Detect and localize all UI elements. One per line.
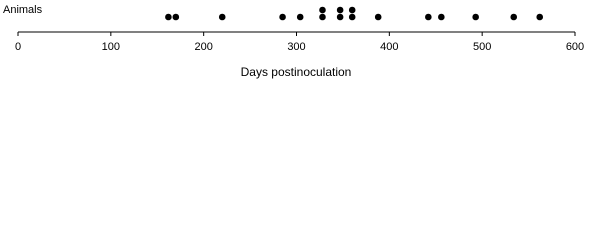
dot [218,13,226,21]
dot [319,13,326,21]
dot [336,13,344,21]
x-tick-label: 400 [380,41,398,53]
x-tick-label: 300 [287,41,305,53]
dot [536,13,544,21]
page: Animals Days postinoculation 0 100 200 300 4… [0,0,600,87]
dot [348,13,356,21]
x-tick-label: 100 [102,41,120,53]
dot [374,13,382,21]
dot [279,13,286,21]
dot [472,13,479,21]
row-label: Animals [3,4,43,16]
x-tick-label: 0 [15,41,21,53]
x-tick-label: 600 [566,41,584,53]
dot [165,13,172,21]
dot [319,6,326,14]
x-axis-label: Days postinoculation [241,65,352,79]
x-tick-label: 200 [194,41,212,53]
dot [172,13,180,21]
dot [425,13,432,21]
dot [336,6,344,14]
dot [510,13,518,21]
chart: Animals Days postinoculation 0 100 200 300 4… [3,4,584,79]
dot [348,6,356,14]
dot [296,13,304,21]
x-tick-label: 500 [473,41,491,53]
dot [438,13,445,21]
